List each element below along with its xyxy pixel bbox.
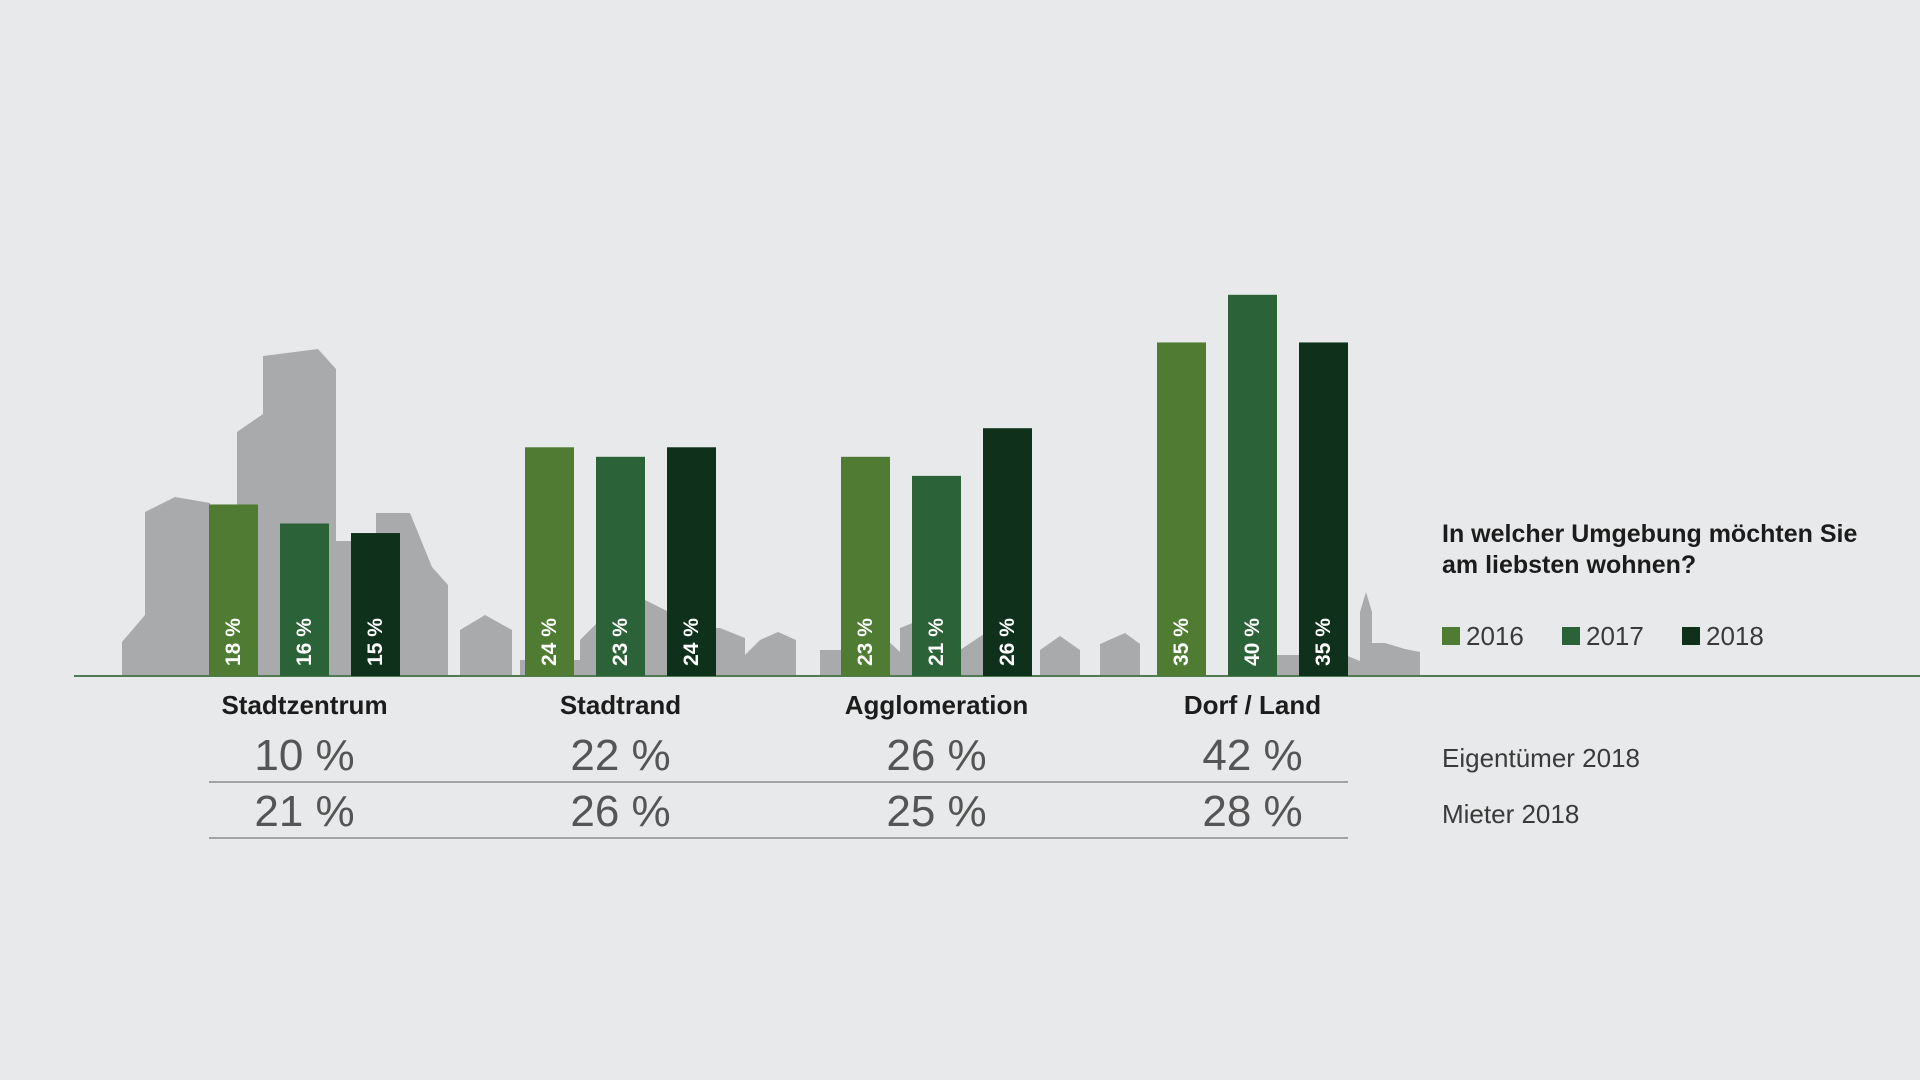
bar-agglomeration-2017 [912,475,961,676]
bar-value-label-agglomeration-2018: 26 % [996,618,1019,666]
chart-question-line-2: am liebsten wohnen? [1442,551,1696,579]
bar-value-label-agglomeration-2016: 23 % [854,618,877,666]
legend-label-2018: 2018 [1706,621,1764,651]
bar-value-label-stadtzentrum-2018: 15 % [364,618,387,666]
bar-labels-layer: 18 % 16 % 15 % 24 % 23 % 24 % 23 % 21 % 26 % 35 %… [222,618,1335,666]
row-value-eigent-mer-2018-stadtzentrum: 10 % [254,731,354,780]
row-value-mieter-2018-dorf-land: 28 % [1202,787,1302,836]
legend: 2016 2017 2018 [1442,621,1764,651]
legend-swatch-2018 [1682,627,1700,645]
category-label-stadtrand: Stadtrand [560,690,681,720]
row-label-mieter-2018: Mieter 2018 [1442,799,1579,829]
chart-question: In welcher Umgebung möchten Sie am liebs… [1442,520,1864,579]
legend-label-2016: 2016 [1466,621,1524,651]
bar-value-label-dorf-land-2017: 40 % [1241,618,1264,666]
row-value-mieter-2018-stadtrand: 26 % [570,787,670,836]
category-label-stadtzentrum: Stadtzentrum [221,690,387,720]
value-rows-layer: 10 % 21 % 22 % 26 % 26 % 25 % 42 % 28 % Eigentüm… [209,731,1640,839]
row-value-eigent-mer-2018-dorf-land: 42 % [1202,731,1302,780]
bar-agglomeration-2016 [841,456,890,676]
bar-value-label-stadtzentrum-2016: 18 % [222,618,245,666]
category-label-dorf-land: Dorf / Land [1184,690,1321,720]
category-label-agglomeration: Agglomeration [845,690,1028,720]
bar-stadtrand-2016 [525,447,574,676]
row-value-mieter-2018-stadtzentrum: 21 % [254,787,354,836]
bar-value-label-stadtzentrum-2017: 16 % [293,618,316,666]
bar-stadtrand-2018 [667,447,716,676]
bar-stadtzentrum-2018 [351,533,400,676]
bar-value-label-stadtrand-2017: 23 % [609,618,632,666]
legend-label-2017: 2017 [1586,621,1644,651]
bar-agglomeration-2018 [983,428,1032,676]
bar-stadtzentrum-2017 [280,523,329,676]
bar-value-label-stadtrand-2016: 24 % [538,618,561,666]
bar-value-label-stadtrand-2018: 24 % [680,618,703,666]
row-value-eigent-mer-2018-stadtrand: 22 % [570,731,670,780]
row-value-mieter-2018-agglomeration: 25 % [886,787,986,836]
bar-value-label-dorf-land-2018: 35 % [1312,618,1335,666]
legend-swatch-2016 [1442,627,1460,645]
legend-swatch-2017 [1562,627,1580,645]
bar-stadtzentrum-2016 [209,504,258,676]
bar-value-label-agglomeration-2017: 21 % [925,618,948,666]
bar-dorf-land-2017 [1228,294,1277,676]
chart-question-line-1: In welcher Umgebung möchten Sie [1442,520,1857,548]
row-label-eigent-mer-2018: Eigentümer 2018 [1442,743,1640,773]
bar-dorf-land-2018 [1299,342,1348,676]
bar-value-label-dorf-land-2016: 35 % [1170,618,1193,666]
category-labels-layer: Stadtzentrum Stadtrand Agglomeration Dorf /… [221,690,1321,720]
bar-stadtrand-2017 [596,456,645,676]
row-value-eigent-mer-2018-agglomeration: 26 % [886,731,986,780]
bar-dorf-land-2016 [1157,342,1206,676]
bars-layer [209,294,1348,676]
